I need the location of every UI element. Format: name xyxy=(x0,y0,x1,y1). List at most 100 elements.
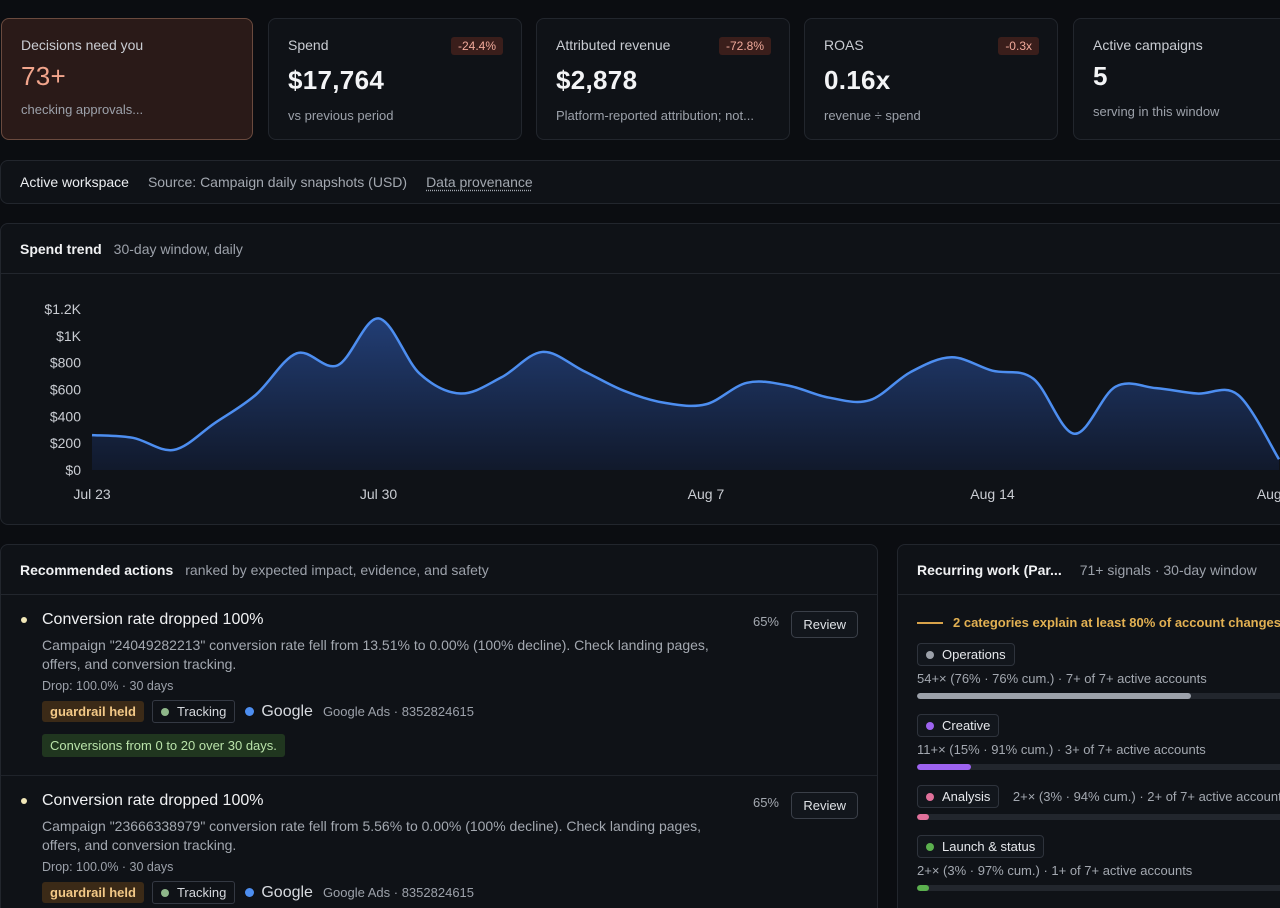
spend-point[interactable] xyxy=(946,351,958,363)
workspace-bar: Active workspace Source: Campaign daily … xyxy=(0,160,1280,204)
spend-point[interactable] xyxy=(250,389,262,401)
kpi-label: Decisions need you xyxy=(21,37,144,53)
spend-point[interactable] xyxy=(168,444,180,456)
callout-line xyxy=(917,621,943,624)
x-tick-label: Aug 7 xyxy=(688,486,725,502)
spend-trend-header: Spend trend 30-day window, daily xyxy=(1,224,1280,274)
recommended-header: Recommended actions ranked by expected i… xyxy=(1,545,877,595)
spend-point[interactable] xyxy=(782,379,794,391)
panel-title: Recommended actions xyxy=(20,561,174,578)
kpi-sub: checking approvals... xyxy=(21,102,144,117)
spend-point[interactable] xyxy=(86,429,98,441)
google-dot-icon xyxy=(245,888,255,897)
recommendation-meta: Drop: 100.0% · 30 days xyxy=(42,679,174,693)
spend-line xyxy=(91,317,1280,460)
tag-label: Tracking xyxy=(176,704,227,719)
kpi-decisions-card[interactable]: Decisions need you 73+ checking approval… xyxy=(1,18,253,140)
kpi-label: Attributed revenue xyxy=(556,37,671,53)
spend-point[interactable] xyxy=(823,392,835,404)
spend-point[interactable] xyxy=(332,359,344,371)
spend-point[interactable] xyxy=(291,347,303,359)
spend-point[interactable] xyxy=(413,367,425,379)
kpi-label: ROAS xyxy=(824,37,864,53)
spend-point[interactable] xyxy=(1191,388,1203,400)
kpi-sub: Platform-reported attribution; not... xyxy=(556,108,754,123)
recommendation-title: Conversion rate dropped 100% xyxy=(42,611,264,628)
kpi-label: Spend xyxy=(288,37,329,53)
review-button[interactable]: Review xyxy=(791,792,858,819)
spend-point[interactable] xyxy=(618,385,630,397)
category-bar-fill xyxy=(917,814,929,820)
tracking-tag: Tracking xyxy=(151,881,236,904)
spend-point[interactable] xyxy=(741,377,753,389)
category-operations[interactable]: Operations 54+× (76% · 76% cum.) · 7+ of… xyxy=(917,643,1280,714)
spend-point[interactable] xyxy=(986,365,998,377)
category-bar-track xyxy=(917,764,1280,770)
spend-point[interactable] xyxy=(454,388,466,400)
platform-label: Google xyxy=(261,702,313,720)
spend-point[interactable] xyxy=(905,366,917,378)
category-launch-status[interactable]: Launch & status 2+× (3% · 97% cum.) · 1+… xyxy=(917,835,1280,895)
category-analysis[interactable]: Analysis 2+× (3% · 94% cum.) · 2+ of 7+ … xyxy=(917,785,1280,835)
x-tick-label: Aug 21 xyxy=(1257,486,1280,502)
review-button[interactable]: Review xyxy=(791,611,858,638)
spend-point[interactable] xyxy=(536,346,548,358)
spend-point[interactable] xyxy=(495,371,507,383)
kpi-value: $17,764 xyxy=(288,65,385,95)
spend-point[interactable] xyxy=(864,394,876,406)
category-info: 11+× (15% · 91% cum.) · 3+ of 7+ active … xyxy=(917,742,1206,757)
panel-subtitle: ranked by expected impact, evidence, and… xyxy=(185,561,489,578)
spend-point[interactable] xyxy=(373,312,385,324)
y-tick-label: $400 xyxy=(50,408,81,424)
spend-point[interactable] xyxy=(1109,381,1121,393)
spend-point[interactable] xyxy=(659,397,671,409)
kpi-value: 5 xyxy=(1093,61,1108,91)
category-dot xyxy=(926,650,934,659)
recommendation-title: Conversion rate dropped 100% xyxy=(42,792,264,809)
spend-point[interactable] xyxy=(1232,389,1244,401)
x-tick-label: Jul 23 xyxy=(73,486,111,502)
category-dot xyxy=(926,721,934,730)
spend-point[interactable] xyxy=(577,365,589,377)
bullet-dot xyxy=(21,617,27,623)
kpi-sub: revenue ÷ spend xyxy=(824,108,921,123)
category-info: 2+× (3% · 94% cum.) · 2+ of 7+ active ac… xyxy=(1012,788,1280,804)
data-provenance-link[interactable]: Data provenance xyxy=(426,174,533,190)
kpi-roas-card: ROAS -0.3x 0.16x revenue ÷ spend xyxy=(804,18,1058,140)
google-dot-icon xyxy=(245,707,255,716)
panel-title: Spend trend xyxy=(20,240,102,257)
recurring-header: Recurring work (Par... 71+ signals · 30-… xyxy=(898,545,1280,595)
category-name: Analysis xyxy=(942,789,991,804)
spend-point[interactable] xyxy=(1027,373,1039,385)
kpi-label: Active campaigns xyxy=(1093,37,1203,53)
kpi-value: 0.16x xyxy=(824,65,891,95)
guardrail-badge: guardrail held xyxy=(42,882,144,903)
spend-point[interactable] xyxy=(127,432,139,444)
tag-label: Tracking xyxy=(176,885,227,900)
callout-text: 2 categories explain at least 80% of acc… xyxy=(953,615,1280,630)
category-pill: Operations xyxy=(917,643,1015,666)
delta-badge: -0.3x xyxy=(998,37,1039,55)
category-info: 2+× (3% · 97% cum.) · 1+ of 7+ active ac… xyxy=(917,863,1193,878)
spend-point[interactable] xyxy=(1068,428,1080,440)
recommendation-tags: guardrail held Tracking Google Google Ad… xyxy=(42,881,857,904)
spend-point[interactable] xyxy=(209,417,221,429)
spend-point[interactable] xyxy=(700,398,712,410)
category-bar-fill xyxy=(917,885,929,891)
account-label: Google Ads · 8352824615 xyxy=(322,704,475,719)
panel-subtitle: 71+ signals · 30-day window xyxy=(1079,561,1257,578)
category-bar-track xyxy=(917,693,1280,699)
guardrail-badge: guardrail held xyxy=(42,701,144,722)
delta-badge: -72.8% xyxy=(718,37,771,55)
category-bar-fill xyxy=(917,764,971,770)
spend-point[interactable] xyxy=(1150,382,1162,394)
kpi-value: $2,878 xyxy=(556,65,638,95)
recommended-actions-panel: Recommended actions ranked by expected i… xyxy=(0,544,878,908)
platform-label: Google xyxy=(261,883,313,901)
category-creative[interactable]: Creative 11+× (15% · 91% cum.) · 3+ of 7… xyxy=(917,714,1280,785)
panel-title: Recurring work (Par... xyxy=(917,561,1062,578)
y-tick-label: $0 xyxy=(65,462,81,478)
confidence-percent: 65% xyxy=(752,795,779,810)
category-bar-fill xyxy=(917,693,1191,699)
bullet-dot xyxy=(21,798,27,804)
